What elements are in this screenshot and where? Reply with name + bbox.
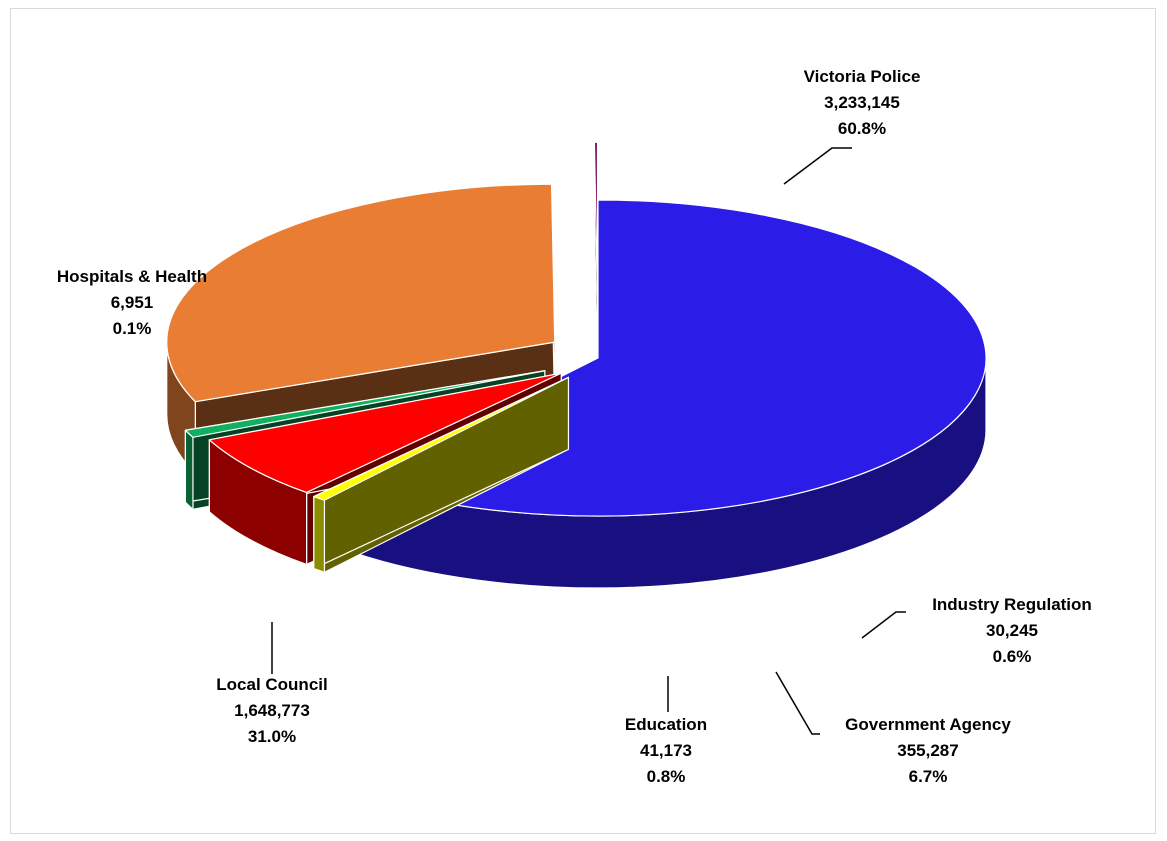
slice-top bbox=[208, 372, 562, 494]
slice-value-label: 355,287 bbox=[897, 741, 958, 760]
slice-percent-label: 60.8% bbox=[838, 119, 886, 138]
slice-name-label: Education bbox=[625, 715, 707, 734]
slice-name-label: Victoria Police bbox=[804, 67, 921, 86]
slice-value-label: 30,245 bbox=[986, 621, 1038, 640]
slice-value-label: 41,173 bbox=[640, 741, 692, 760]
slice-name-label: Government Agency bbox=[845, 715, 1011, 734]
slice-value-label: 3,233,145 bbox=[824, 93, 900, 112]
slice-hospitals-and-health bbox=[593, 141, 599, 373]
data-label-government-agency: Government Agency 355,287 6.7% bbox=[845, 715, 1011, 786]
slice-percent-label: 0.1% bbox=[113, 319, 152, 338]
slice-top bbox=[313, 376, 570, 501]
slice-top bbox=[166, 183, 556, 403]
slice-name-label: Local Council bbox=[216, 675, 327, 694]
slice-percent-label: 6.7% bbox=[909, 767, 948, 786]
slice-outer-wall bbox=[313, 496, 326, 573]
slice-name-label: Hospitals & Health bbox=[57, 267, 207, 286]
slice-percent-label: 0.6% bbox=[993, 647, 1032, 666]
leader-line-government-agency bbox=[775, 671, 820, 735]
slice-percent-label: 31.0% bbox=[248, 727, 296, 746]
data-label-education: Education 41,173 0.8% bbox=[625, 715, 707, 786]
leader-line-industry-regulation bbox=[861, 611, 906, 639]
data-label-hospitals-and-health: Hospitals & Health 6,951 0.1% bbox=[57, 267, 207, 338]
slice-value-label: 6,951 bbox=[111, 293, 154, 312]
leader-lines bbox=[271, 147, 906, 735]
slice-top bbox=[184, 370, 546, 438]
data-labels: Victoria Police 3,233,145 60.8% Industry Re… bbox=[57, 67, 1092, 786]
slice-percent-label: 0.8% bbox=[647, 767, 686, 786]
slice-value-label: 1,648,773 bbox=[234, 701, 310, 720]
slice-top bbox=[593, 141, 599, 301]
data-label-victoria-police: Victoria Police 3,233,145 60.8% bbox=[804, 67, 921, 138]
pie-slices bbox=[166, 141, 987, 589]
leader-line-victoria-police bbox=[783, 147, 852, 185]
slice-industry-regulation bbox=[313, 376, 570, 573]
data-label-industry-regulation: Industry Regulation 30,245 0.6% bbox=[932, 595, 1092, 666]
data-label-local-council: Local Council 1,648,773 31.0% bbox=[216, 675, 327, 746]
slice-outer-wall bbox=[184, 429, 194, 510]
slice-name-label: Industry Regulation bbox=[932, 595, 1092, 614]
